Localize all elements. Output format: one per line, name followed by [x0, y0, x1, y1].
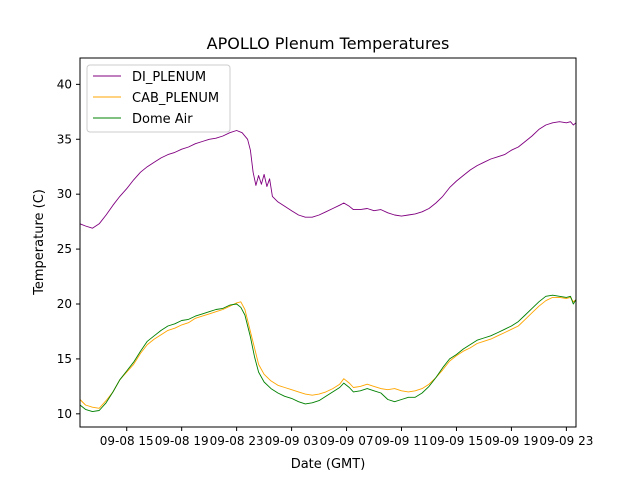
- legend-label-dome-air: Dome Air: [132, 112, 193, 127]
- x-tick-label: 09-09 11: [375, 434, 429, 448]
- x-tick-label: 09-09 07: [320, 434, 374, 448]
- series-line-dome-air: [79, 294, 577, 413]
- x-tick-label: 09-08 23: [210, 434, 264, 448]
- x-tick-label: 09-08 15: [100, 434, 154, 448]
- legend-box: [86, 64, 231, 133]
- series-line-di-plenum: [79, 121, 577, 229]
- x-tick-label: 09-09 19: [484, 434, 538, 448]
- x-axis-ticks: 09-08 15 09-08 19 09-08 23 09-09 03 09-09 07…: [100, 427, 593, 448]
- series-line-cab-plenum: [79, 296, 577, 409]
- x-tick-label: 09-08 19: [155, 434, 209, 448]
- x-axis-label: Date (GMT): [291, 457, 366, 472]
- y-tick-label: 15: [57, 352, 72, 366]
- y-axis-label: Temperature (C): [32, 189, 47, 296]
- y-tick-label: 40: [57, 77, 72, 91]
- y-tick-label: 10: [57, 407, 72, 421]
- legend-label-di-plenum: DI_PLENUM: [132, 70, 206, 85]
- plot-frame: [79, 57, 577, 428]
- y-tick-label: 25: [57, 242, 72, 256]
- x-tick-label: 09-09 03: [265, 434, 319, 448]
- y-axis-ticks: 10 15 20 25 30 35 40: [57, 77, 80, 421]
- y-tick-label: 35: [57, 132, 72, 146]
- legend-label-cab-plenum: CAB_PLENUM: [132, 91, 219, 106]
- y-tick-label: 30: [57, 187, 72, 201]
- series-layer: [79, 121, 577, 413]
- legend: DI_PLENUM CAB_PLENUM Dome Air: [86, 64, 231, 133]
- y-tick-label: 20: [57, 297, 72, 311]
- x-tick-label: 09-09 23: [539, 434, 593, 448]
- x-tick-label: 09-09 15: [429, 434, 483, 448]
- chart-title: APOLLO Plenum Temperatures: [207, 34, 450, 53]
